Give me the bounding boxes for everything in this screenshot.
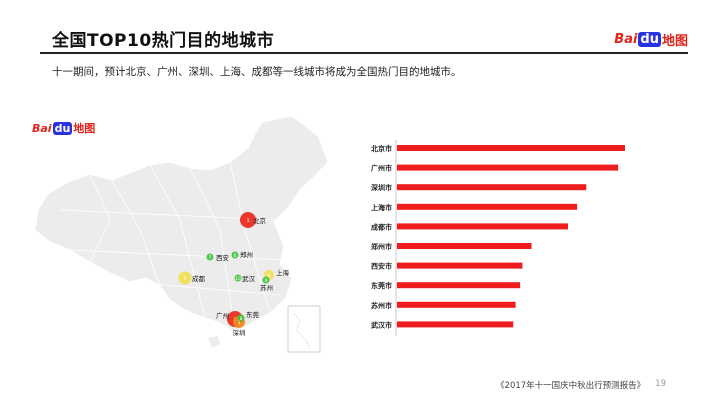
bar xyxy=(397,184,587,191)
bar xyxy=(397,301,516,308)
china-map: 1北京2广州3深圳4上海5成都6郑州7西安8东莞9苏州10武汉 xyxy=(30,110,360,365)
bar xyxy=(397,223,568,230)
page-title: 全国TOP10热门目的地城市 xyxy=(52,31,275,51)
city-marker xyxy=(206,253,214,261)
category-label: 东莞市 xyxy=(371,281,392,290)
city-label: 西安 xyxy=(216,253,230,262)
category-label: 深圳市 xyxy=(371,183,392,192)
bar xyxy=(397,243,532,249)
baidu-map-logo: Bai du 地图 xyxy=(614,30,688,49)
city-marker xyxy=(231,251,239,259)
bar xyxy=(397,262,523,269)
city-label: 深圳 xyxy=(233,328,246,337)
marker-rank: 8 xyxy=(240,316,243,322)
category-label: 成都市 xyxy=(371,222,392,231)
china-outline xyxy=(34,115,329,333)
marker-rank: 1 xyxy=(247,218,250,224)
category-label: 广州市 xyxy=(371,164,392,173)
logo-paw-badge: du xyxy=(638,32,661,47)
south-sea-islands xyxy=(293,313,311,349)
logo-bai-text: Bai xyxy=(614,32,638,47)
city-label: 苏州 xyxy=(260,283,273,292)
category-label: 北京市 xyxy=(371,144,392,153)
hainan-island xyxy=(208,336,220,348)
logo-map-text: 地图 xyxy=(661,34,688,49)
page-number: 19 xyxy=(655,379,666,389)
map-logo-map-text: 地图 xyxy=(73,122,96,135)
category-label: 武汉市 xyxy=(371,320,392,329)
marker-rank: 3 xyxy=(238,320,241,326)
category-label: 西安市 xyxy=(371,262,392,271)
bar xyxy=(397,145,625,151)
city-marker xyxy=(234,274,242,282)
marker-rank: 5 xyxy=(184,276,187,282)
marker-rank: 10 xyxy=(235,276,241,282)
south-sea-inset xyxy=(287,305,321,353)
marker-rank: 6 xyxy=(234,253,237,259)
footer-report-title: 《2017年十一国庆中秋出行预测报告》 xyxy=(496,381,646,391)
city-marker xyxy=(178,271,192,285)
city-label: 上海 xyxy=(276,268,290,277)
category-label: 上海市 xyxy=(371,203,392,212)
city-markers: 1北京2广州3深圳4上海5成都6郑州7西安8东莞9苏州10武汉 xyxy=(178,212,290,337)
bar xyxy=(397,203,578,210)
category-label: 苏州市 xyxy=(371,301,392,310)
map-logo-paw-badge: du xyxy=(52,121,73,135)
marker-rank: 7 xyxy=(209,255,212,261)
bar xyxy=(397,164,619,171)
city-marker xyxy=(237,314,245,322)
map-logo: Bai du 地图 xyxy=(32,120,95,136)
city-label: 东莞 xyxy=(246,310,260,319)
category-label: 郑州市 xyxy=(371,242,392,251)
page-subtitle: 十一期间，预计北京、广州、深圳、上海、成都等一线城市将成为全国热门目的地城市。 xyxy=(52,66,462,78)
city-marker xyxy=(240,212,256,228)
title-divider xyxy=(40,52,688,54)
city-label: 成都 xyxy=(192,274,206,283)
bar xyxy=(397,321,514,328)
city-label: 武汉 xyxy=(242,274,256,283)
bar xyxy=(397,282,521,289)
city-label: 郑州 xyxy=(240,251,253,259)
marker-rank: 4 xyxy=(268,273,271,279)
marker-rank: 9 xyxy=(265,278,268,284)
city-label: 广州 xyxy=(216,311,229,320)
city-label: 北京 xyxy=(253,216,267,225)
city-bar-chart: 北京市广州市深圳市上海市成都市郑州市西安市东莞市苏州市武汉市 xyxy=(360,140,680,340)
map-logo-bai-text: Bai xyxy=(32,121,52,135)
city-marker xyxy=(262,276,270,284)
footer: 《2017年十一国庆中秋出行预测报告》 19 xyxy=(496,379,666,391)
